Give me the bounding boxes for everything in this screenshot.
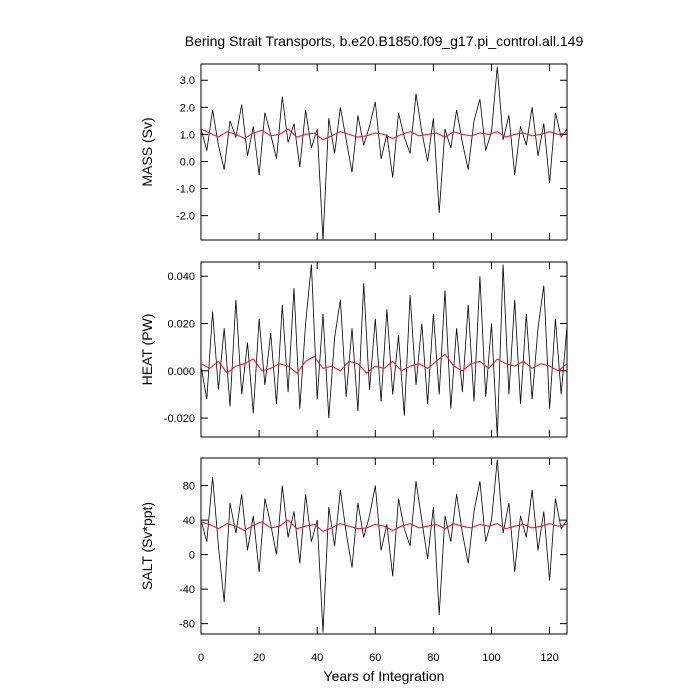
x-tick-label: 20 xyxy=(253,652,265,664)
mass-y-tick-label: -2.0 xyxy=(176,211,195,223)
mass-y-tick-label: 0.0 xyxy=(180,156,195,168)
mass-y-tick-label: 1.0 xyxy=(180,129,195,141)
mass-y-tick-label: 2.0 xyxy=(180,102,195,114)
salt-y-tick-label: 40 xyxy=(183,515,195,527)
mass-y-axis-label: MASS (Sv) xyxy=(139,117,155,186)
x-axis-label: Years of Integration xyxy=(324,668,445,684)
salt-y-tick-label: -40 xyxy=(179,584,195,596)
heat-y-tick-label: -0.020 xyxy=(164,413,195,425)
x-tick-label: 60 xyxy=(369,652,381,664)
heat-y-tick-label: 0.040 xyxy=(167,271,195,283)
salt-y-tick-label: -80 xyxy=(179,619,195,631)
heat-y-axis-label: HEAT (PW) xyxy=(139,314,155,386)
x-tick-label: 40 xyxy=(311,652,323,664)
salt-y-axis-label: SALT (Sv*ppt) xyxy=(139,502,155,590)
heat-smoothed-series-line xyxy=(201,353,567,374)
heat-panel: 0.040 0.020 0.000 -0.020 HEAT (PW) xyxy=(139,261,568,438)
mass-panel-frame xyxy=(200,63,568,241)
salt-y-tick-label: 0 xyxy=(189,550,195,562)
salt-panel: 80 40 0 -40 -80 SALT (Sv*ppt) xyxy=(139,457,568,635)
heat-raw-series-line xyxy=(201,264,567,437)
x-tick-label: 120 xyxy=(540,652,558,664)
mass-y-tick-label: -1.0 xyxy=(176,184,195,196)
salt-raw-series-line xyxy=(201,459,567,633)
mass-y-tick-label: 3.0 xyxy=(180,75,195,87)
x-tick-label: 0 xyxy=(198,652,204,664)
x-tick-label: 100 xyxy=(482,652,500,664)
mass-panel: 3.0 2.0 1.0 0.0 -1.0 -2.0 MASS (Sv) xyxy=(139,63,568,241)
mass-smoothed-series-line xyxy=(201,128,567,141)
salt-panel-frame xyxy=(200,457,568,635)
salt-smoothed-series-line xyxy=(201,519,567,532)
chart-title: Bering Strait Transports, b.e20.B1850.f0… xyxy=(185,33,584,49)
heat-panel-frame xyxy=(200,261,568,438)
x-tick-label: 80 xyxy=(427,652,439,664)
heat-y-tick-label: 0.020 xyxy=(167,318,195,330)
heat-y-tick-label: 0.000 xyxy=(167,366,195,378)
salt-y-tick-label: 80 xyxy=(183,481,195,493)
mass-raw-series-line xyxy=(201,66,567,240)
